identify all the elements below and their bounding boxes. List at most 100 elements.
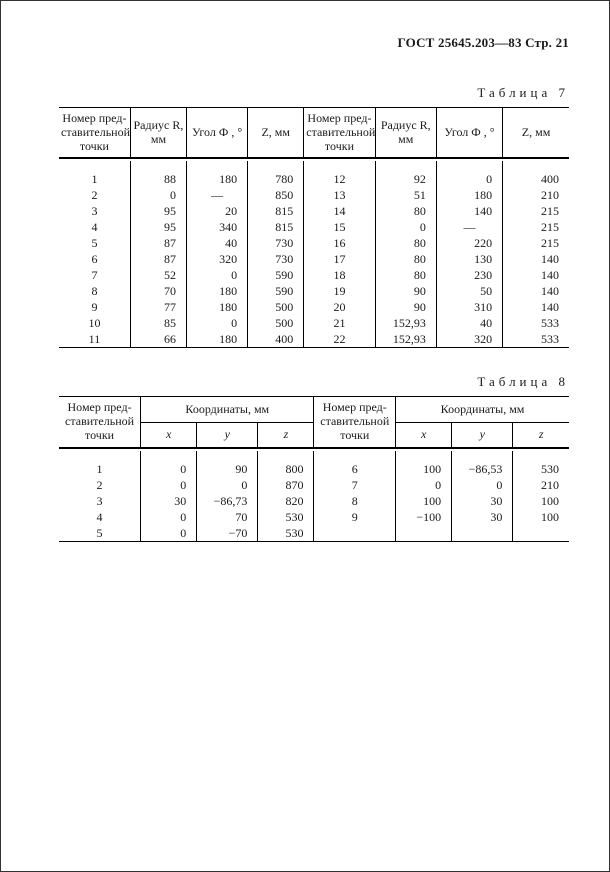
cell: 12 (304, 171, 375, 187)
table-row: 40705309−10030100 (59, 509, 569, 525)
table-row: 75205901880230140 (59, 267, 569, 283)
cell: 18 (304, 267, 375, 283)
cell: 7 (314, 477, 396, 493)
cell: 800 (258, 461, 314, 477)
cell: 0 (141, 461, 197, 477)
cell: 95 (130, 219, 186, 235)
table-row: 870180590199050140 (59, 283, 569, 299)
cell: 87 (130, 251, 186, 267)
cell: 850 (248, 187, 304, 203)
cell: 4 (59, 219, 130, 235)
cell: 140 (436, 203, 502, 219)
cell: 8 (59, 283, 130, 299)
cell: 30 (141, 493, 197, 509)
cell: 52 (130, 267, 186, 283)
cell: 11 (59, 331, 130, 348)
table8-head: Номер пред- ставительной точки Координат… (59, 397, 569, 451)
cell: 215 (503, 235, 569, 251)
cell: 215 (503, 219, 569, 235)
cell: 13 (304, 187, 375, 203)
cell: — (436, 219, 502, 235)
cell: 220 (436, 235, 502, 251)
cell: 80 (375, 235, 436, 251)
cell: 320 (186, 251, 247, 267)
cell (314, 525, 396, 542)
t8-h-y-r: y (452, 422, 513, 448)
cell: 3 (59, 203, 130, 219)
doc-header: ГОСТ 25645.203—83 Стр. 21 (59, 35, 569, 51)
cell: 0 (130, 187, 186, 203)
t7-h-r-r: Радиус R, мм (375, 108, 436, 159)
cell: 0 (436, 171, 502, 187)
cell: 92 (375, 171, 436, 187)
cell: 230 (436, 267, 502, 283)
cell: 14 (304, 203, 375, 219)
cell: 2 (59, 477, 141, 493)
table-row: 495340815150—215 (59, 219, 569, 235)
cell: 0 (197, 477, 258, 493)
table-row: 116618040022152,93320533 (59, 331, 569, 348)
table-row: 587407301680220215 (59, 235, 569, 251)
t8-h-y-l: y (197, 422, 258, 448)
cell: 17 (304, 251, 375, 267)
cell: 180 (186, 283, 247, 299)
table-row: 330−86,73820810030100 (59, 493, 569, 509)
cell: 180 (436, 187, 502, 203)
cell: 66 (130, 331, 186, 348)
table7-caption: Таблица 7 (59, 85, 569, 101)
cell: −70 (197, 525, 258, 542)
table8-body: 10908006100−86,53530200870700210330−86,7… (59, 451, 569, 542)
table-row: 1085050021152,9340533 (59, 315, 569, 331)
cell: 16 (304, 235, 375, 251)
cell: 51 (375, 187, 436, 203)
cell: 40 (436, 315, 502, 331)
t8-h-coords-r: Координаты, мм (396, 397, 569, 422)
cell: 6 (59, 251, 130, 267)
cell: 210 (503, 187, 569, 203)
cell: 95 (130, 203, 186, 219)
cell: 6 (314, 461, 396, 477)
cell (513, 525, 569, 542)
cell: 1 (59, 461, 141, 477)
cell: 1 (59, 171, 130, 187)
cell: 400 (503, 171, 569, 187)
cell: 0 (141, 509, 197, 525)
cell: 533 (503, 331, 569, 348)
cell: 7 (59, 267, 130, 283)
cell: 530 (258, 509, 314, 525)
cell: 30 (452, 509, 513, 525)
t8-h-z-l: z (258, 422, 314, 448)
cell: 88 (130, 171, 186, 187)
cell: 815 (248, 219, 304, 235)
cell: 30 (452, 493, 513, 509)
cell: 0 (452, 477, 513, 493)
table7: Номер пред- ставительной точки Радиус R,… (59, 107, 569, 348)
t7-h-phi-l: Угол Ф , ° (186, 108, 247, 159)
table8-caption: Таблица 8 (59, 374, 569, 390)
page: ГОСТ 25645.203—83 Стр. 21 Таблица 7 Номе… (0, 0, 610, 872)
cell: −100 (396, 509, 452, 525)
cell: 533 (503, 315, 569, 331)
cell: 2 (59, 187, 130, 203)
cell: 400 (248, 331, 304, 348)
cell: 140 (503, 283, 569, 299)
cell: 815 (248, 203, 304, 219)
cell: 310 (436, 299, 502, 315)
cell: 780 (248, 171, 304, 187)
cell: 100 (513, 493, 569, 509)
cell: 8 (314, 493, 396, 509)
cell: 0 (186, 315, 247, 331)
cell: 20 (186, 203, 247, 219)
cell: 140 (503, 299, 569, 315)
t7-h-num-r: Номер пред- ставительной точки (304, 108, 375, 159)
cell: 340 (186, 219, 247, 235)
cell (396, 525, 452, 542)
cell: 87 (130, 235, 186, 251)
cell: 140 (503, 267, 569, 283)
cell: 0 (141, 525, 197, 542)
t7-h-r-l: Радиус R, мм (130, 108, 186, 159)
cell: 70 (197, 509, 258, 525)
t8-h-num-r: Номер пред- ставительной точки (314, 397, 396, 448)
t7-h-num-l: Номер пред- ставительной точки (59, 108, 130, 159)
table-row: 9771805002090310140 (59, 299, 569, 315)
